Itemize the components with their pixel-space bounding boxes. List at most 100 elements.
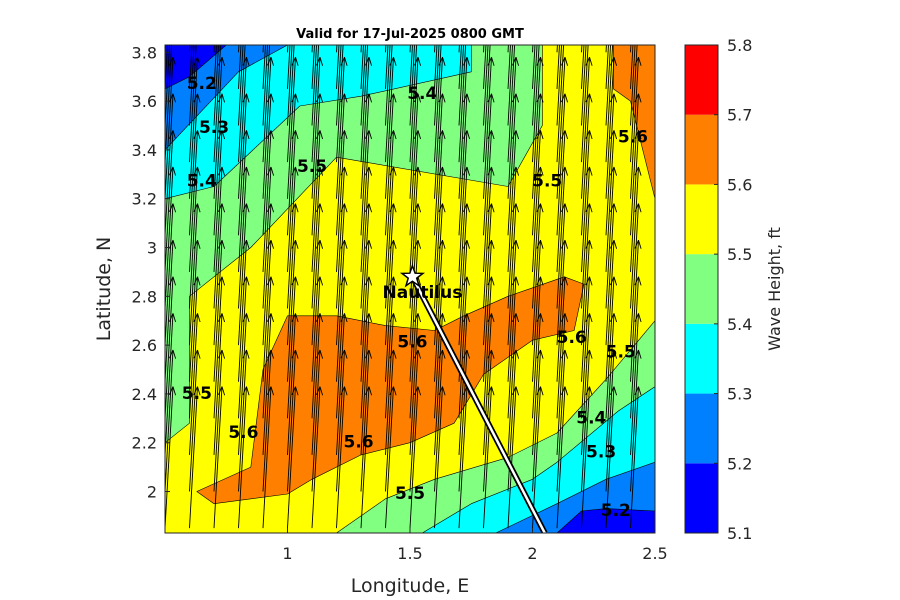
- wave-arrow: [189, 203, 201, 346]
- contour-region-5: [613, 45, 655, 199]
- wave-arrow-shaft: [213, 276, 223, 419]
- y-tick-label: 2.2: [132, 434, 157, 453]
- wave-arrow-head: [291, 203, 296, 213]
- wave-arrow: [262, 203, 275, 346]
- wave-arrow-head: [536, 313, 541, 322]
- wave-arrow: [556, 166, 569, 309]
- wave-arrow-head: [561, 93, 566, 103]
- wave-arrow-head: [491, 386, 495, 396]
- wave-arrow: [434, 45, 438, 89]
- wave-arrow-shaft: [213, 45, 217, 89]
- wave-arrow-head: [291, 349, 296, 359]
- wave-arrow-shaft: [483, 45, 489, 126]
- wave-arrow-shaft: [581, 45, 589, 163]
- wave-arrow-shaft: [556, 45, 565, 163]
- wave-arrow-head: [634, 386, 639, 396]
- wave-arrow-shaft: [262, 130, 272, 272]
- wave-arrow-head: [218, 386, 223, 396]
- wave-arrow-shaft: [556, 313, 566, 455]
- wave-arrow-shaft: [556, 45, 562, 126]
- wave-arrow-shaft: [385, 203, 394, 346]
- wave-arrow-head: [589, 349, 593, 359]
- wave-arrow-shaft: [336, 240, 345, 382]
- wave-arrow-shaft: [165, 130, 174, 272]
- wave-arrow-head: [344, 130, 348, 140]
- wave-arrow-shaft: [630, 130, 639, 272]
- wave-arrow: [605, 166, 618, 309]
- wave-arrow-head: [414, 57, 419, 66]
- contour-label: 5.5: [532, 172, 562, 192]
- wave-arrow-shaft: [287, 130, 296, 272]
- wave-arrow-head: [246, 240, 250, 249]
- wave-arrow-head: [172, 93, 177, 103]
- wave-arrow-head: [365, 93, 370, 103]
- wave-arrow-shaft: [189, 45, 193, 89]
- wave-arrow-head: [638, 349, 642, 359]
- wave-arrow-shaft: [532, 240, 541, 382]
- wave-arrow-head: [169, 386, 174, 396]
- wave-arrow-shaft: [262, 45, 271, 163]
- wave-arrow-head: [589, 313, 593, 323]
- wave-arrow-head: [197, 93, 201, 103]
- wave-arrow-head: [368, 130, 373, 140]
- wave-arrow-shaft: [311, 349, 321, 492]
- wave-arrow: [605, 386, 618, 529]
- wave-arrow-shaft: [262, 166, 272, 309]
- wave-arrow-head: [344, 240, 348, 249]
- wave-arrow-shaft: [385, 349, 394, 492]
- wave-arrow-shaft: [165, 203, 174, 346]
- wave-arrow-shaft: [483, 386, 492, 529]
- wave-arrow-head: [389, 313, 394, 322]
- wave-arrow-shaft: [311, 240, 321, 382]
- wave-arrow-head: [291, 130, 296, 139]
- wave-arrow-head: [536, 240, 541, 249]
- wave-arrow: [360, 240, 373, 382]
- wave-arrow-head: [344, 349, 348, 359]
- wave-arrow-head: [389, 349, 394, 359]
- chart-title: Valid for 17-Jul-2025 0800 GMT: [296, 27, 524, 42]
- wave-arrow: [262, 57, 275, 199]
- wave-arrow-shaft: [238, 349, 247, 492]
- wave-arrow-head: [319, 240, 324, 249]
- colorbar-segment: [685, 254, 718, 324]
- wave-arrow-head: [540, 57, 544, 66]
- wave-arrow-shaft: [165, 57, 174, 199]
- wave-arrow: [262, 386, 275, 529]
- wave-arrow-head: [393, 130, 397, 140]
- wave-arrow: [165, 166, 177, 309]
- wave-arrow: [458, 276, 471, 419]
- wave-arrow-head: [638, 313, 642, 323]
- wave-arrow: [385, 45, 393, 163]
- wave-arrow: [336, 240, 348, 382]
- wave-arrow-head: [319, 276, 324, 286]
- wave-arrow: [630, 166, 642, 309]
- wave-arrow-head: [638, 57, 642, 66]
- wave-arrow: [336, 386, 348, 529]
- wave-arrow-head: [414, 93, 419, 103]
- contour-region-6: [196, 276, 585, 505]
- wave-arrow-head: [589, 166, 593, 176]
- wave-arrow: [311, 386, 324, 529]
- wave-arrow-head: [242, 130, 247, 139]
- wave-arrow: [409, 45, 418, 163]
- wave-arrow-shaft: [238, 130, 247, 272]
- wave-arrow-shaft: [262, 57, 272, 199]
- wave-arrow: [311, 45, 315, 89]
- wave-arrow-head: [270, 93, 275, 103]
- wave-arrow-head: [634, 276, 639, 286]
- wave-arrow-head: [540, 166, 544, 176]
- wave-arrow: [213, 45, 222, 163]
- wave-arrow-head: [634, 313, 639, 322]
- wave-arrow-shaft: [165, 45, 168, 89]
- wave-arrow: [287, 166, 299, 309]
- wave-arrow-head: [242, 93, 247, 103]
- wave-arrow-head: [389, 276, 394, 286]
- wave-arrow-head: [368, 57, 373, 66]
- wave-arrow-head: [491, 93, 495, 103]
- wave-arrow-shaft: [385, 45, 393, 163]
- wave-arrow-shaft: [238, 203, 247, 346]
- wave-arrow-head: [169, 57, 174, 66]
- wave-arrow-head: [221, 386, 226, 396]
- wave-arrow: [360, 349, 373, 492]
- wave-arrow: [434, 93, 446, 236]
